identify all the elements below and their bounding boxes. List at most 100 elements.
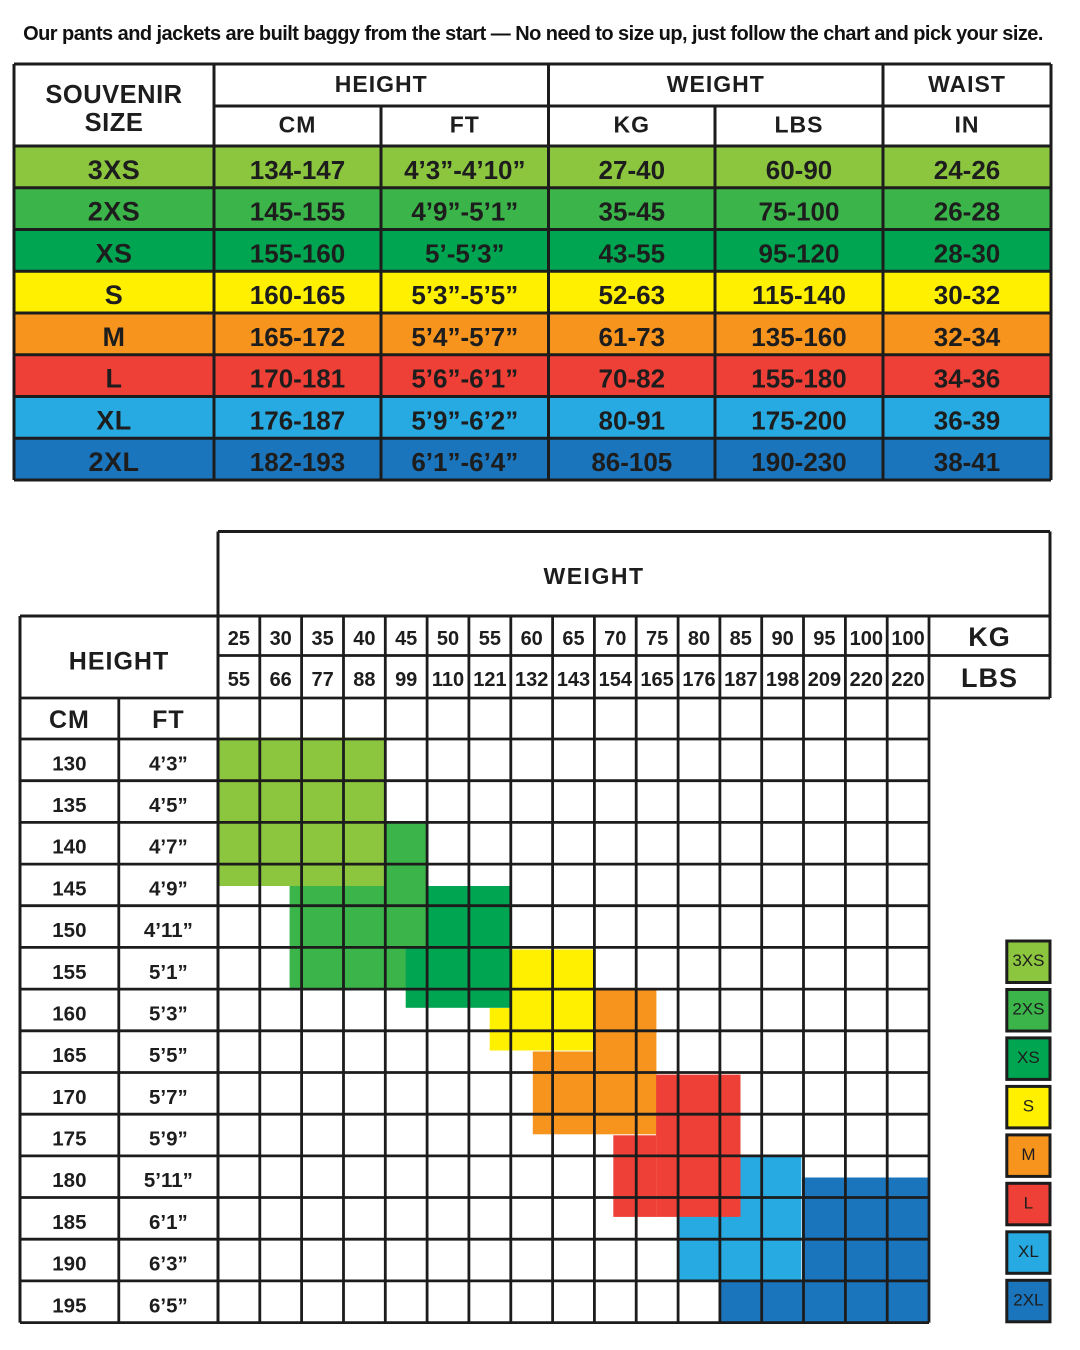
svg-text:5’6”-6’1”: 5’6”-6’1” [411,364,518,394]
svg-text:88: 88 [353,669,375,691]
svg-text:86-105: 86-105 [591,447,672,477]
svg-text:60-90: 60-90 [766,155,833,185]
svg-text:155-180: 155-180 [751,364,846,394]
svg-text:5’3”: 5’3” [149,1003,188,1026]
svg-text:4’5”: 4’5” [149,794,188,817]
svg-text:HEIGHT: HEIGHT [335,71,428,97]
svg-text:155-160: 155-160 [250,238,345,268]
svg-text:160-165: 160-165 [250,280,345,310]
svg-text:77: 77 [311,669,333,691]
svg-text:SIZE: SIZE [85,109,144,137]
svg-text:95-120: 95-120 [759,238,840,268]
svg-text:5’9”-6’2”: 5’9”-6’2” [411,405,518,435]
svg-text:5’5”: 5’5” [149,1044,188,1067]
svg-text:5’7”: 5’7” [149,1086,188,1109]
svg-text:43-55: 43-55 [599,238,666,268]
svg-text:50: 50 [437,628,459,650]
svg-text:XS: XS [1017,1048,1040,1067]
svg-text:2XL: 2XL [88,447,139,477]
svg-text:L: L [106,364,123,394]
svg-text:XS: XS [95,238,132,268]
svg-text:2XL: 2XL [1013,1291,1043,1310]
svg-text:100: 100 [850,628,883,650]
svg-text:176: 176 [682,669,715,691]
svg-text:143: 143 [557,669,590,691]
svg-text:100: 100 [891,628,924,650]
svg-text:IN: IN [955,112,980,138]
svg-text:6’1”-6’4”: 6’1”-6’4” [411,447,518,477]
svg-text:190-230: 190-230 [751,447,846,477]
svg-text:140: 140 [52,836,86,859]
svg-text:4’9”-5’1”: 4’9”-5’1” [411,197,518,227]
svg-text:4’9”: 4’9” [149,877,188,900]
svg-text:66: 66 [270,669,292,691]
svg-text:115-140: 115-140 [752,280,846,310]
svg-text:30-32: 30-32 [934,280,1001,310]
svg-text:3XS: 3XS [88,155,141,185]
svg-text:S: S [1023,1097,1034,1116]
svg-text:5’9”: 5’9” [149,1128,188,1151]
svg-text:5’11”: 5’11” [144,1169,193,1192]
svg-text:3XS: 3XS [1012,951,1044,970]
svg-text:40: 40 [353,628,375,650]
svg-text:LBS: LBS [775,112,824,138]
svg-text:155: 155 [52,961,86,984]
svg-text:85: 85 [730,628,752,650]
svg-text:190: 190 [52,1253,86,1276]
svg-text:38-41: 38-41 [934,447,1001,477]
svg-text:134-147: 134-147 [250,155,345,185]
svg-text:35-45: 35-45 [599,197,666,227]
svg-text:L: L [1024,1194,1033,1213]
svg-text:26-28: 26-28 [934,197,1001,227]
svg-text:170-181: 170-181 [250,364,345,394]
svg-text:6’1”: 6’1” [149,1211,188,1234]
svg-text:28-30: 28-30 [934,238,1001,268]
svg-text:60: 60 [521,628,543,650]
svg-text:KG: KG [614,112,651,138]
svg-text:2XS: 2XS [1012,1000,1044,1019]
svg-text:75: 75 [646,628,668,650]
svg-text:4’3”-4’10”: 4’3”-4’10” [404,155,525,185]
svg-text:165-172: 165-172 [250,322,345,352]
svg-text:32-34: 32-34 [934,322,1001,352]
svg-text:25: 25 [228,628,250,650]
svg-text:36-39: 36-39 [934,405,1001,435]
svg-text:6’5”: 6’5” [149,1294,188,1317]
svg-text:70-82: 70-82 [599,364,666,394]
svg-text:XL: XL [96,405,132,435]
svg-text:M: M [1021,1145,1035,1164]
svg-text:5’-5’3”: 5’-5’3” [425,238,505,268]
svg-text:75-100: 75-100 [759,197,840,227]
svg-text:5’1”: 5’1” [149,961,188,984]
svg-text:34-36: 34-36 [934,364,1001,394]
svg-text:FT: FT [152,706,185,734]
svg-text:195: 195 [52,1294,86,1317]
svg-text:SOUVENIR: SOUVENIR [45,81,182,109]
svg-text:M: M [103,322,126,352]
svg-text:135-160: 135-160 [751,322,846,352]
svg-text:61-73: 61-73 [599,322,666,352]
svg-text:176-187: 176-187 [250,405,345,435]
svg-text:5’3”-5’5”: 5’3”-5’5” [411,280,518,310]
svg-text:180: 180 [52,1169,86,1192]
svg-text:LBS: LBS [961,663,1018,693]
svg-text:30: 30 [270,628,292,650]
svg-text:185: 185 [52,1211,86,1234]
svg-text:27-40: 27-40 [599,155,666,185]
svg-text:6’3”: 6’3” [149,1253,188,1276]
svg-text:CM: CM [279,112,317,138]
svg-text:4’11”: 4’11” [144,919,193,942]
svg-text:5’4”-5’7”: 5’4”-5’7” [411,322,518,352]
svg-text:4’7”: 4’7” [149,836,188,859]
svg-text:99: 99 [395,669,417,691]
svg-text:90: 90 [771,628,793,650]
svg-text:121: 121 [473,669,506,691]
svg-text:182-193: 182-193 [250,447,345,477]
svg-text:4’3”: 4’3” [149,752,188,775]
svg-text:WEIGHT: WEIGHT [667,71,765,97]
svg-text:CM: CM [49,706,90,734]
svg-text:55: 55 [228,669,250,691]
svg-text:XL: XL [1018,1242,1039,1261]
svg-text:S: S [105,280,124,310]
svg-text:145-155: 145-155 [250,197,345,227]
